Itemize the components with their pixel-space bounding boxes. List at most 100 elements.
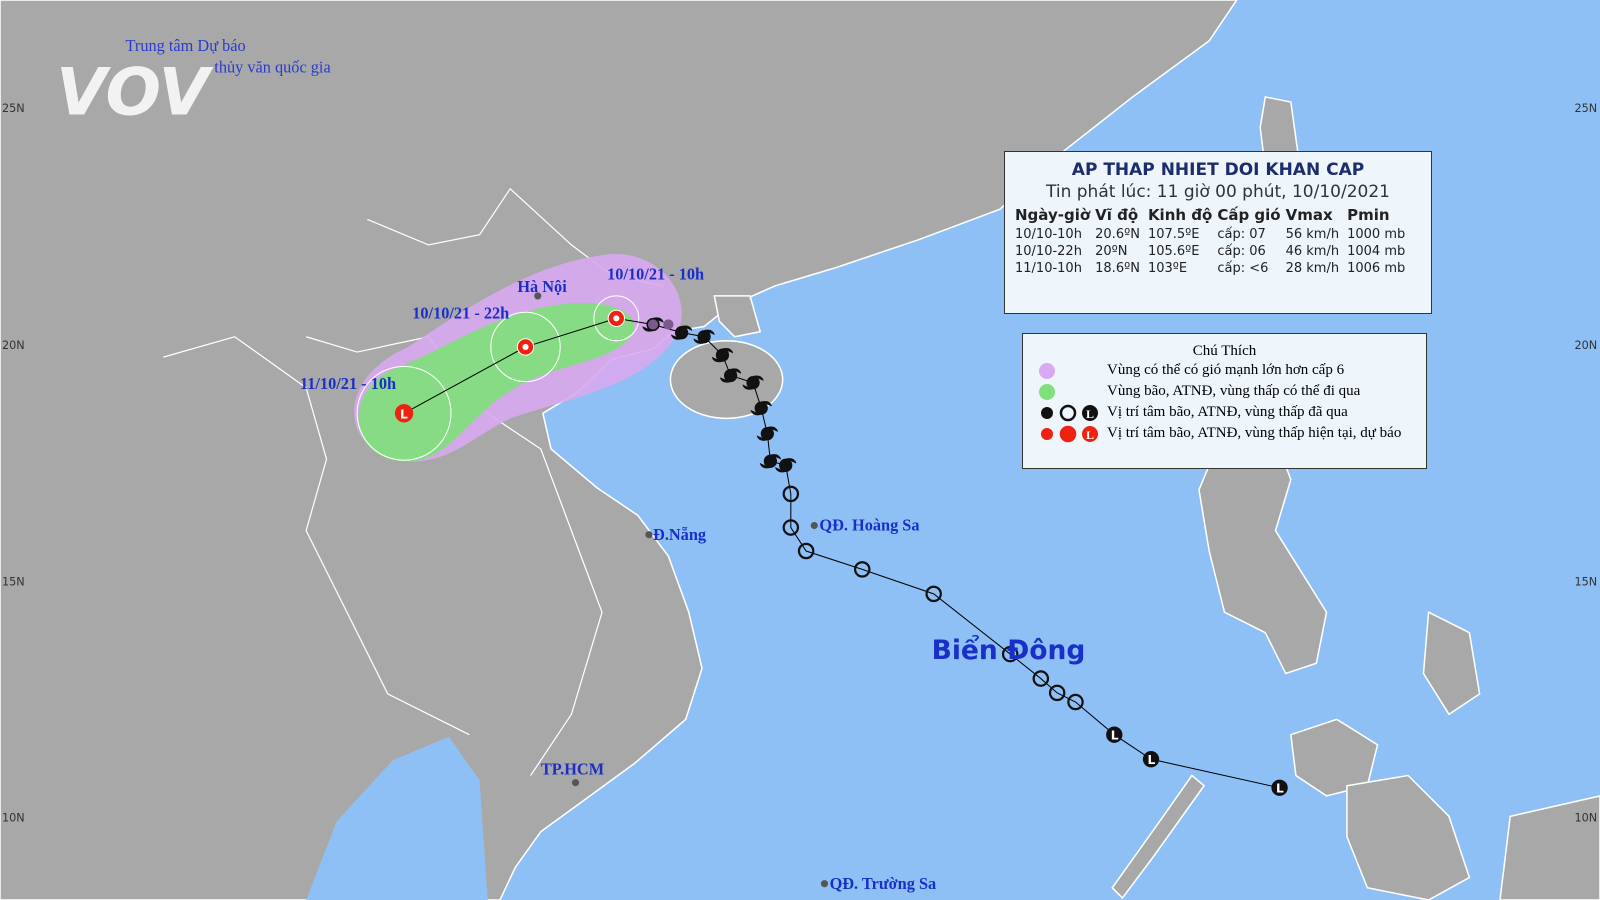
- past-depression: [1001, 645, 1019, 663]
- info-box: AP THAP NHIET DOI KHAN CAP Tin phát lúc:…: [1004, 151, 1432, 314]
- legend-icon: L: [1041, 425, 1098, 442]
- past-low: [1106, 726, 1123, 743]
- past-depression: [782, 519, 800, 536]
- legend-storm: [1041, 427, 1053, 440]
- past-depression: [1048, 684, 1066, 702]
- logo-line1: Trung tâm Dự báo: [126, 36, 246, 55]
- logo-line2: thủy văn quốc gia: [214, 57, 331, 76]
- legend-icon: [1039, 362, 1055, 379]
- past-depression: [797, 542, 815, 560]
- legend-ring: [1059, 404, 1077, 421]
- legend-title: Chú Thích: [1192, 343, 1257, 359]
- lat-label: 15N: [2, 576, 25, 589]
- forecast-depression-core: [613, 315, 620, 322]
- lat-label: 25N: [1574, 102, 1597, 115]
- place-dot: [820, 880, 829, 888]
- past-low: [1271, 779, 1288, 796]
- legend-item: L Vị trí tâm bão, ATNĐ, vùng thấp đã qua: [1035, 402, 1426, 423]
- place-dot: [571, 779, 580, 787]
- forecast-depression-core: [522, 343, 529, 350]
- past-depression: [1067, 693, 1084, 711]
- forecast-low: [394, 404, 414, 423]
- legend-swatch: [1039, 362, 1055, 379]
- past-storm: [670, 325, 693, 340]
- cell: 18.6ºN: [1095, 261, 1140, 276]
- cell: 20.6ºN: [1095, 227, 1140, 242]
- past-storm: [759, 454, 782, 469]
- place-label: QĐ. Trường Sa: [830, 874, 937, 893]
- legend-low: [1082, 404, 1098, 421]
- cell: 46 km/h: [1285, 244, 1340, 259]
- place-dot: [645, 531, 653, 539]
- past-depression: [925, 585, 942, 603]
- logo-brand: VOV: [56, 54, 214, 130]
- radius-circles: [356, 295, 640, 461]
- low-symbol: L: [400, 407, 408, 421]
- past-storm: [750, 401, 772, 416]
- cell: 20ºN: [1095, 244, 1128, 259]
- track-cone: [358, 302, 635, 462]
- cell: 10/10-10h: [1015, 227, 1082, 242]
- lat-label: 20N: [1574, 339, 1597, 352]
- past-low: [1142, 751, 1160, 768]
- cell: 56 km/h: [1285, 227, 1340, 242]
- data-row: 10/10-22h 20ºN 105.6ºE cấp: 06 46 km/h 1004 m…: [1015, 243, 1413, 260]
- past-depression: [853, 561, 871, 578]
- past-storm: [711, 347, 734, 363]
- track-label: 11/10/21 - 10h: [300, 374, 396, 393]
- past-storm: [742, 375, 764, 390]
- place-label: Biển Đông: [932, 633, 1086, 666]
- place-label: Hà Nội: [517, 277, 567, 296]
- place-dot: [810, 521, 818, 530]
- lat-label: 25N: [2, 102, 25, 115]
- column-header: Ngày-giờ: [1015, 206, 1091, 224]
- legend-ring: [1059, 425, 1077, 442]
- lat-label: 10N: [2, 811, 25, 824]
- low-symbol: L: [1086, 407, 1094, 421]
- place-label: TP.HCM: [541, 759, 604, 778]
- cell: 1000 mb: [1347, 227, 1406, 242]
- legend-text: Vùng bão, ATNĐ, vùng thấp có thể đi qua: [1107, 383, 1361, 399]
- lat-label: 15N: [1574, 576, 1597, 589]
- legend-icon: [1039, 383, 1055, 400]
- legend-swatch: [1039, 383, 1055, 400]
- legend-item: Vùng có thể có gió mạnh lớn hơn cấp 6: [1035, 360, 1426, 381]
- info-title: AP THAP NHIET DOI KHAN CAP: [1071, 160, 1365, 180]
- column-header: Vĩ độ: [1095, 206, 1139, 224]
- cell: 1006 mb: [1347, 261, 1406, 276]
- info-table: Ngày-giờ Vĩ độ Kinh độ Cấp gió Vmax Pmin 10/10…: [1015, 206, 1413, 277]
- legend-text: Vị trí tâm bão, ATNĐ, vùng thấp hiện tại…: [1107, 425, 1402, 441]
- low-symbol: L: [1147, 753, 1155, 767]
- column-header: Vmax: [1285, 206, 1333, 224]
- cell: cấp: 06: [1217, 244, 1266, 259]
- legend-low: [1082, 425, 1098, 442]
- legend-storm: [1041, 406, 1053, 419]
- column-header: Pmin: [1347, 206, 1390, 224]
- cell: cấp: 07: [1217, 227, 1266, 242]
- legend: Chú Thích Vùng có thể có gió mạnh lớn hơ…: [1022, 333, 1427, 469]
- cell: 1004 mb: [1347, 244, 1406, 259]
- legend-text: Vị trí tâm bão, ATNĐ, vùng thấp đã qua: [1107, 404, 1348, 420]
- place-dot: [534, 292, 542, 300]
- legend-item: Vùng bão, ATNĐ, vùng thấp có thể đi qua: [1035, 381, 1426, 402]
- place-label: Đ.Nẵng: [653, 525, 706, 544]
- past-depression: [782, 485, 800, 503]
- low-symbol: L: [1111, 728, 1119, 742]
- past-storm: [693, 329, 715, 344]
- track-label: 10/10/21 - 22h: [412, 303, 509, 322]
- lat-label: 10N: [1574, 811, 1597, 824]
- data-row: 10/10-10h 20.6ºN 107.5ºE cấp: 07 56 km/h 1000…: [1015, 226, 1413, 243]
- cell: 103ºE: [1147, 261, 1188, 276]
- column-header: Kinh độ: [1147, 206, 1213, 224]
- past-depression: [1032, 670, 1050, 687]
- header-row: Ngày-giờ Vĩ độ Kinh độ Cấp gió Vmax Pmin: [1015, 206, 1413, 226]
- low-symbol: L: [1276, 781, 1284, 795]
- legend-icon: L: [1041, 404, 1098, 421]
- past-storm: [775, 458, 797, 473]
- cell: cấp: <6: [1217, 261, 1269, 276]
- legend-text: Vùng có thể có gió mạnh lớn hơn cấp 6: [1107, 362, 1345, 378]
- lat-label: 20N: [2, 339, 25, 352]
- past-storm: [719, 368, 742, 383]
